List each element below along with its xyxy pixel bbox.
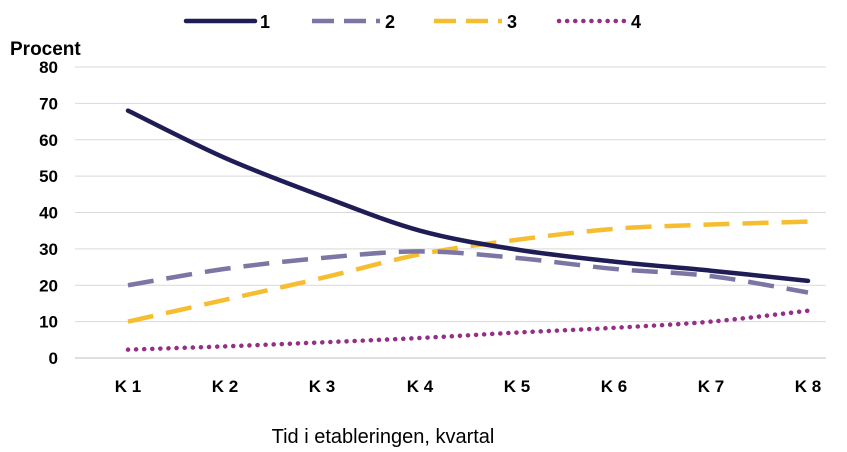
x-tick-label: K 8: [795, 377, 821, 396]
legend-label-4: 4: [631, 12, 641, 32]
x-tick-label: K 4: [407, 377, 434, 396]
y-tick-label: 30: [39, 240, 58, 259]
legend-label-1: 1: [260, 12, 270, 32]
y-tick-label: 20: [39, 276, 58, 295]
y-tick-label: 70: [39, 94, 58, 113]
series-line-4: [125, 308, 811, 352]
y-tick-label: 40: [39, 204, 58, 223]
x-tick-label: K 1: [115, 377, 141, 396]
x-tick-label: K 6: [601, 377, 627, 396]
x-axis-title: Tid i etableringen, kvartal: [272, 426, 495, 448]
gridlines: [75, 66, 826, 359]
legend-label-2: 2: [385, 12, 395, 32]
y-tick-label: 0: [49, 349, 58, 368]
legend-label-3: 3: [507, 12, 517, 32]
y-tick-label: 50: [39, 167, 58, 186]
legend: 1 2 3 4: [183, 12, 641, 32]
x-tick-label: K 7: [698, 377, 724, 396]
y-tick-label: 60: [39, 131, 58, 150]
x-axis-ticks: K 1 K 2 K 3 K 4 K 5 K 6 K 7 K 8: [115, 377, 821, 396]
x-tick-label: K 3: [309, 377, 335, 396]
y-tick-label: 10: [39, 313, 58, 332]
series-lines: [125, 108, 811, 352]
series-line-1: [125, 108, 811, 284]
x-tick-label: K 5: [504, 377, 530, 396]
y-axis-ticks: 0 10 20 30 40 50 60 70 80: [39, 58, 58, 368]
y-axis-title: Procent: [10, 39, 81, 60]
y-tick-label: 80: [39, 58, 58, 77]
x-tick-label: K 2: [212, 377, 238, 396]
